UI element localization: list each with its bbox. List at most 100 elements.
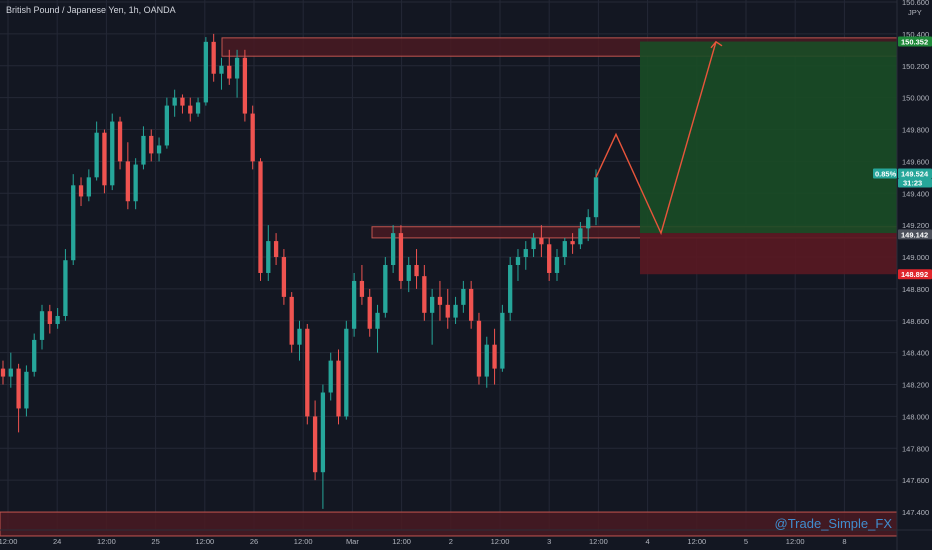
time-tick-label: 12:00 [0,537,17,546]
price-tick-label: 150.000 [902,94,929,103]
candle-body [297,328,302,345]
price-tick-label: 147.800 [902,444,929,453]
candle-body [94,132,99,178]
candle-body [32,339,37,372]
price-tick-label: 149.400 [902,189,929,198]
candle-body [500,312,505,369]
time-tick-label: 12:00 [97,537,116,546]
candle-body [180,97,185,106]
candle-body [453,304,458,318]
percent-change-label: 0.85% [875,170,897,179]
candle-body [593,177,599,218]
candle-body [24,371,29,409]
candle-body [398,233,404,281]
candle-body [0,368,6,377]
candle-body [71,185,76,261]
candle-body [211,41,216,74]
price-tag-label: 149.142 [901,230,928,239]
candle-body [586,217,591,229]
price-tick-label: 149.800 [902,126,929,135]
candle-body [344,328,349,417]
time-tick-label: 5 [744,537,748,546]
candle-body [39,311,45,340]
price-tick-label: 150.200 [902,62,929,71]
time-axis[interactable]: 12:00 24 12:00 25 12:00 26 12:00 Mar 12:00 2 12:00… [0,529,932,546]
price-tag-box [898,36,932,47]
price-tick-label: 148.400 [902,349,929,358]
candle-body [461,288,466,305]
time-tick-label: 2 [449,537,453,546]
candle-body [476,320,482,377]
candle-body [492,344,497,369]
time-tick-label: 25 [151,537,159,546]
candle-body [515,257,521,265]
candle-body [570,241,575,245]
candle-body [234,57,240,79]
projection-line [595,41,717,236]
candle-body [429,296,435,313]
currency-label: JPY [908,8,922,17]
time-tick-label: 12:00 [589,537,608,546]
candle-body [437,296,443,305]
candle-body [156,145,162,154]
candle-body [16,368,21,409]
candle-body [320,392,326,473]
candle-body [164,105,170,146]
candle-body [188,105,193,114]
chart-title: British Pound / Japanese Yen, 1h, OANDA [6,5,176,15]
candle-body [445,304,450,318]
candle-body [55,316,60,324]
candle-body [250,113,255,162]
candle-body [289,296,294,345]
countdown-label: 31:23 [903,179,922,188]
candle-body [63,260,68,317]
time-tick-label: 12:00 [195,537,214,546]
candlestick-series [0,33,599,509]
candle-body [367,296,372,329]
price-tick-label: 148.600 [902,317,929,326]
candle-body [219,65,224,74]
price-tag-label: 149.524 [901,170,929,179]
candle-body [227,65,232,79]
candle-body [86,177,91,197]
price-tag-box [898,168,932,179]
candle-body [78,185,84,197]
candle-body [523,249,528,258]
price-tag-box [898,229,932,240]
time-tick-label: 4 [646,537,650,546]
candle-body [531,237,536,250]
watermark: @Trade_Simple_FX [774,516,892,531]
candle-body [266,241,271,273]
grid-lines [0,0,897,530]
price-tick-label: 149.200 [902,221,929,230]
candle-body [141,135,146,165]
time-tick-label: 8 [842,537,846,546]
time-tick-label: 12:00 [491,537,510,546]
loss-zone [640,233,897,275]
zone-rect [0,511,898,537]
candle-body [539,237,544,245]
candle-body [125,161,130,202]
candle-body [47,311,52,324]
candle-body [258,161,263,273]
projection-path[interactable] [595,40,723,236]
candle-body [336,360,341,417]
candle-body [133,164,138,202]
countdown-box [898,178,932,188]
price-tag-label: 150.352 [901,38,928,47]
time-tick-label: 12:00 [392,537,411,546]
candle-body [422,276,427,313]
long-position-tool[interactable] [640,41,897,275]
candle-body [351,280,357,329]
candle-body [117,121,123,162]
price-tick-label: 149.000 [902,253,929,262]
candle-body [554,257,560,273]
price-tags: 150.352 149.524 0.85% 31:23 149.142 148.892 [873,36,932,280]
candle-body [172,97,177,106]
time-tick-label: 24 [53,537,61,546]
candle-body [242,57,248,114]
time-tick-label: 12:00 [786,537,805,546]
candle-body [328,360,333,393]
candle-body [281,257,287,297]
